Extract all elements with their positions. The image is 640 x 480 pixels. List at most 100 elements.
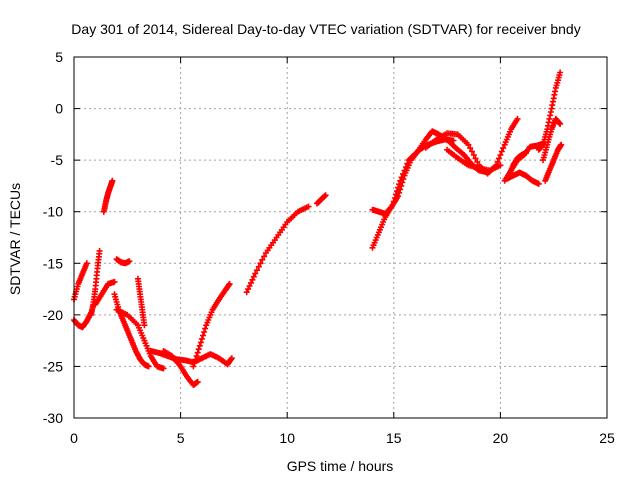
data-point xyxy=(467,145,474,152)
data-point xyxy=(257,260,264,267)
series-arc-7 xyxy=(111,291,152,370)
data-point xyxy=(474,158,481,165)
data-point xyxy=(190,363,197,370)
data-point xyxy=(402,164,409,170)
x-tick-label: 10 xyxy=(279,430,295,446)
data-point xyxy=(394,188,400,195)
data-point xyxy=(261,253,268,260)
series-arc-22 xyxy=(505,149,529,179)
series-arc-8 xyxy=(113,306,167,372)
data-point xyxy=(192,356,199,363)
data-point xyxy=(496,155,502,162)
series-arc-23 xyxy=(535,69,564,153)
data-point xyxy=(111,278,118,285)
x-tick-label: 0 xyxy=(70,430,78,446)
data-point xyxy=(243,289,250,296)
data-point xyxy=(141,322,148,329)
x-tick-label: 15 xyxy=(386,430,402,446)
data-point xyxy=(390,198,397,205)
grid-lines xyxy=(74,57,607,418)
data-point xyxy=(469,148,475,155)
data-point xyxy=(465,141,472,148)
data-point xyxy=(514,115,521,122)
axis-ticks xyxy=(73,56,608,419)
series-arc-19 xyxy=(444,146,504,174)
data-point xyxy=(557,121,564,127)
y-axis-label: SDTVAR / TECUs xyxy=(7,183,23,295)
data-point xyxy=(497,162,504,169)
series-arc-24 xyxy=(540,115,564,164)
x-tick-label: 25 xyxy=(599,430,615,446)
series-arc-11 xyxy=(160,348,201,388)
data-point xyxy=(523,149,529,156)
series-arc-4 xyxy=(100,177,116,215)
data-point xyxy=(322,192,329,199)
data-point xyxy=(145,363,152,370)
data-point xyxy=(535,180,542,187)
y-tick-label: 5 xyxy=(55,49,63,65)
series-arc-1 xyxy=(71,260,90,303)
series-arc-12 xyxy=(190,280,233,370)
y-tick-label: -10 xyxy=(43,204,63,220)
data-point xyxy=(557,69,564,76)
data-point xyxy=(126,258,133,265)
data-point xyxy=(398,174,405,181)
data-point xyxy=(197,339,204,346)
data-point xyxy=(245,286,252,293)
x-tick-label: 20 xyxy=(493,430,509,446)
data-point xyxy=(195,346,202,353)
data-point xyxy=(196,342,203,349)
series-arc-9 xyxy=(135,275,148,329)
data-point xyxy=(202,325,209,332)
axis-tick-labels: 0 5 10 15 20 25 5 0 -5 -10 -15 -20 -25 -30 xyxy=(43,49,615,446)
data-point xyxy=(392,191,399,198)
data-point xyxy=(400,170,406,177)
chart-title: Day 301 of 2014, Sidereal Day-to-day VTE… xyxy=(71,21,580,37)
data-point xyxy=(470,152,477,158)
data-point xyxy=(201,329,208,335)
series-arc-21 xyxy=(503,169,542,187)
data-point xyxy=(248,279,254,286)
data-point xyxy=(200,332,206,339)
y-tick-label: -15 xyxy=(43,255,63,271)
data-point xyxy=(83,260,90,267)
data-point xyxy=(250,273,257,280)
data-point xyxy=(160,365,167,372)
data-point xyxy=(472,155,479,162)
series-arc-3 xyxy=(88,247,103,318)
series-arc-5 xyxy=(113,256,133,267)
data-point xyxy=(305,203,312,210)
data-point xyxy=(193,353,200,360)
data-point xyxy=(255,263,262,270)
data-point xyxy=(249,276,256,283)
data-point xyxy=(500,145,507,152)
series-arc-14 xyxy=(314,192,329,207)
data-point xyxy=(191,360,198,366)
data-point xyxy=(547,112,554,119)
y-tick-label: 0 xyxy=(55,101,63,117)
series-arc-6 xyxy=(92,278,118,308)
data-point xyxy=(194,378,201,385)
series-arc-13 xyxy=(243,203,312,296)
data-point xyxy=(401,167,408,174)
data-point xyxy=(395,184,402,191)
data-point xyxy=(259,256,266,263)
data-point xyxy=(109,177,116,184)
data-point xyxy=(254,267,260,274)
x-tick-label: 5 xyxy=(177,430,185,446)
data-point xyxy=(397,177,404,184)
data-point xyxy=(246,283,253,289)
data-point xyxy=(391,195,398,201)
data-point xyxy=(228,355,235,362)
data-points xyxy=(71,69,565,388)
data-point xyxy=(497,152,504,158)
y-tick-label: -30 xyxy=(43,410,63,426)
data-point xyxy=(198,335,205,342)
data-point xyxy=(498,148,505,155)
data-point xyxy=(494,158,501,165)
y-tick-label: -25 xyxy=(43,358,63,374)
data-point xyxy=(194,349,201,356)
data-point xyxy=(96,247,103,254)
series-arc-2 xyxy=(71,309,95,331)
